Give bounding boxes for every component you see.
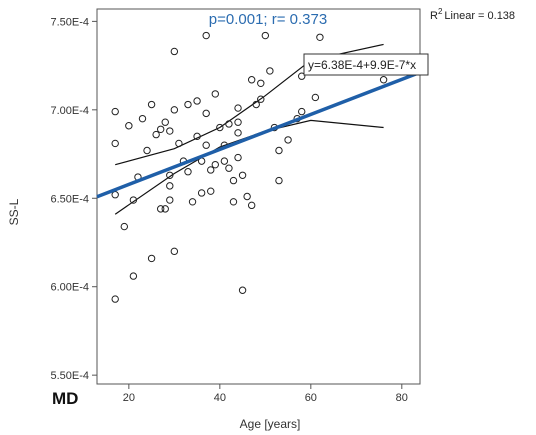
- data-point: [220, 157, 229, 165]
- data-point: [211, 90, 219, 98]
- y-axis-label: SS-L: [7, 198, 21, 225]
- data-point: [234, 153, 242, 162]
- data-point: [166, 182, 174, 190]
- data-point: [238, 171, 247, 179]
- x-tick-label: 40: [214, 392, 226, 404]
- data-point: [275, 146, 283, 155]
- y-tick-label: 7.00E-4: [50, 105, 89, 117]
- data-point: [111, 107, 119, 116]
- data-point: [275, 176, 283, 185]
- data-point: [261, 31, 270, 40]
- data-point: [225, 120, 233, 128]
- data-point: [257, 95, 265, 103]
- data-point: [188, 198, 197, 206]
- data-point: [193, 132, 201, 141]
- data-point: [166, 196, 174, 204]
- panel-label: MD: [52, 389, 78, 408]
- data-point: [225, 164, 233, 172]
- data-point: [298, 72, 306, 80]
- data-point: [202, 31, 210, 40]
- data-point: [161, 118, 169, 126]
- data-point: [298, 107, 306, 116]
- stat-annotation: p=0.001; r= 0.373: [209, 11, 327, 28]
- data-point: [229, 198, 238, 206]
- data-point: [266, 67, 274, 75]
- data-point: [229, 176, 238, 185]
- data-point: [111, 139, 119, 148]
- data-point: [284, 136, 292, 144]
- data-point: [147, 254, 156, 263]
- data-point: [316, 33, 324, 42]
- data-point: [170, 47, 179, 56]
- data-point: [111, 295, 119, 303]
- data-point: [129, 272, 138, 280]
- equation-box: [303, 53, 429, 76]
- r-squared-label: R2 Linear = 0.138: [430, 7, 515, 22]
- data-point: [234, 129, 242, 137]
- data-point: [161, 205, 169, 213]
- data-point: [166, 127, 174, 135]
- data-point: [202, 109, 210, 118]
- data-point: [138, 114, 147, 123]
- data-point: [147, 100, 156, 109]
- x-axis-label: Age [years]: [240, 417, 301, 431]
- data-point: [120, 222, 128, 231]
- data-point: [129, 196, 138, 204]
- data-point: [193, 97, 201, 105]
- data-point: [211, 160, 219, 169]
- data-point: [247, 76, 256, 84]
- data-point: [202, 141, 210, 149]
- x-tick-label: 20: [123, 392, 135, 404]
- y-tick-label: 6.50E-4: [50, 193, 89, 205]
- data-point: [234, 104, 242, 112]
- y-tick-label: 6.00E-4: [50, 282, 89, 294]
- data-point: [311, 93, 320, 102]
- data-point: [170, 247, 179, 256]
- data-point: [143, 146, 151, 155]
- data-point: [184, 100, 192, 109]
- data-point: [170, 106, 179, 114]
- data-point: [207, 187, 215, 195]
- x-tick-label: 60: [305, 392, 317, 404]
- y-tick-label: 5.50E-4: [50, 370, 89, 382]
- regression-line: [96, 70, 421, 199]
- regression-equation: y=6.38E-4+9.9E-7*x: [308, 58, 416, 72]
- data-point: [156, 205, 165, 213]
- data-point: [197, 189, 206, 197]
- axis-ticks: 5.50E-4 6.00E-4 6.50E-4 7.00E-4 7.50E-4 20 40 6…: [50, 16, 407, 404]
- data-point: [243, 192, 251, 201]
- data-point: [175, 139, 183, 148]
- data-point: [156, 125, 165, 133]
- data-point: [125, 122, 133, 130]
- data-point: [216, 123, 224, 132]
- y-tick-label: 7.50E-4: [50, 16, 89, 28]
- data-point: [234, 118, 242, 126]
- data-point: [257, 79, 265, 87]
- data-point: [252, 100, 260, 109]
- data-point: [166, 171, 174, 179]
- data-point: [152, 130, 160, 139]
- data-point: [247, 201, 256, 210]
- data-point: [238, 286, 247, 294]
- data-point: [184, 168, 192, 176]
- data-point: [207, 166, 215, 174]
- data-point: [379, 76, 388, 84]
- x-tick-label: 80: [396, 392, 408, 404]
